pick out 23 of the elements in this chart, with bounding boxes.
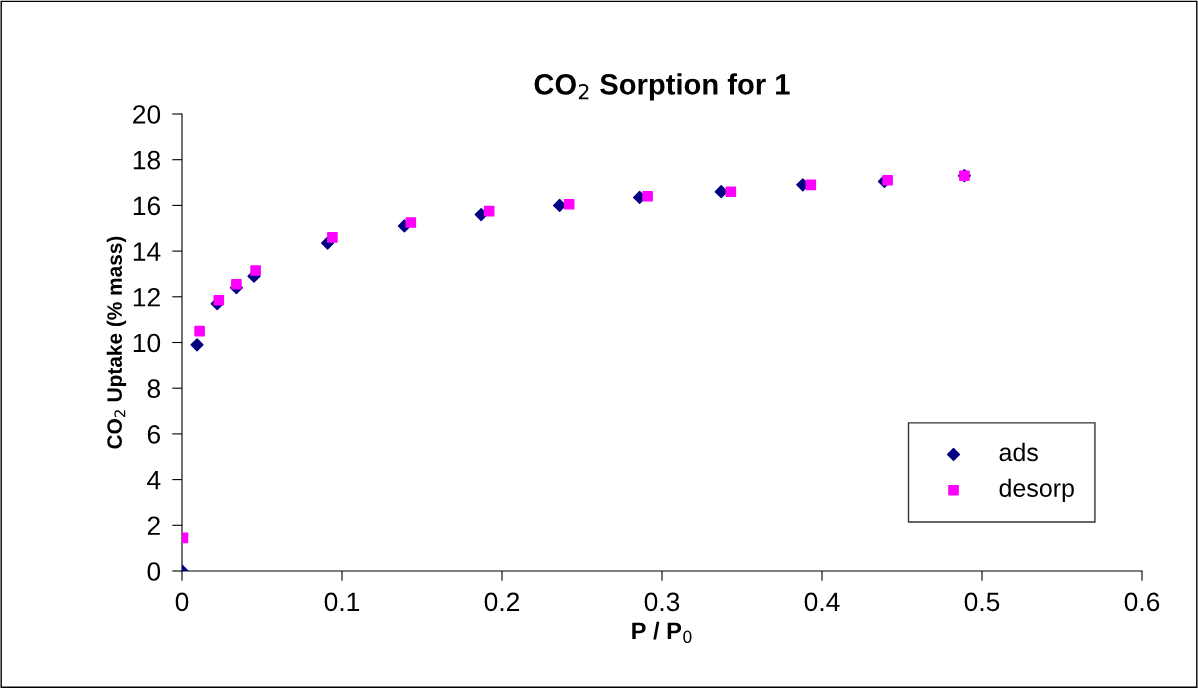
y-tick-label: 18	[133, 150, 161, 170]
legend-label: desorp	[999, 478, 1074, 502]
x-tick-label: 0.2	[484, 592, 520, 612]
x-tick-label: 0.3	[644, 592, 680, 612]
y-axis-title: CO$_{2}$ Uptake (% mass)	[106, 236, 127, 449]
x-tick-label: 0.5	[964, 592, 1000, 612]
y-tick-label: 16	[133, 196, 161, 216]
y-tick-label: 6	[147, 425, 161, 444]
x-tick-label: 0	[175, 592, 189, 612]
y-tick-label: 0	[147, 562, 161, 581]
y-tick-label: 14	[133, 242, 161, 261]
y-tick-label: 10	[133, 333, 161, 353]
legend-label: ads	[999, 442, 1038, 462]
y-tick-label: 12	[133, 287, 160, 307]
chart-title: CO$_{2}$ Sorption for 1	[534, 73, 790, 101]
y-tick-label: 4	[147, 471, 161, 490]
y-tick-label: 8	[147, 379, 161, 399]
x-axis-title: P / P$_{0}$	[632, 621, 692, 644]
x-tick-label: 0.4	[804, 592, 840, 612]
x-tick-label: 0.6	[1124, 592, 1160, 612]
y-tick-label: 2	[147, 516, 160, 535]
y-tick-label: 20	[133, 105, 161, 124]
x-tick-label: 0.1	[324, 592, 360, 612]
